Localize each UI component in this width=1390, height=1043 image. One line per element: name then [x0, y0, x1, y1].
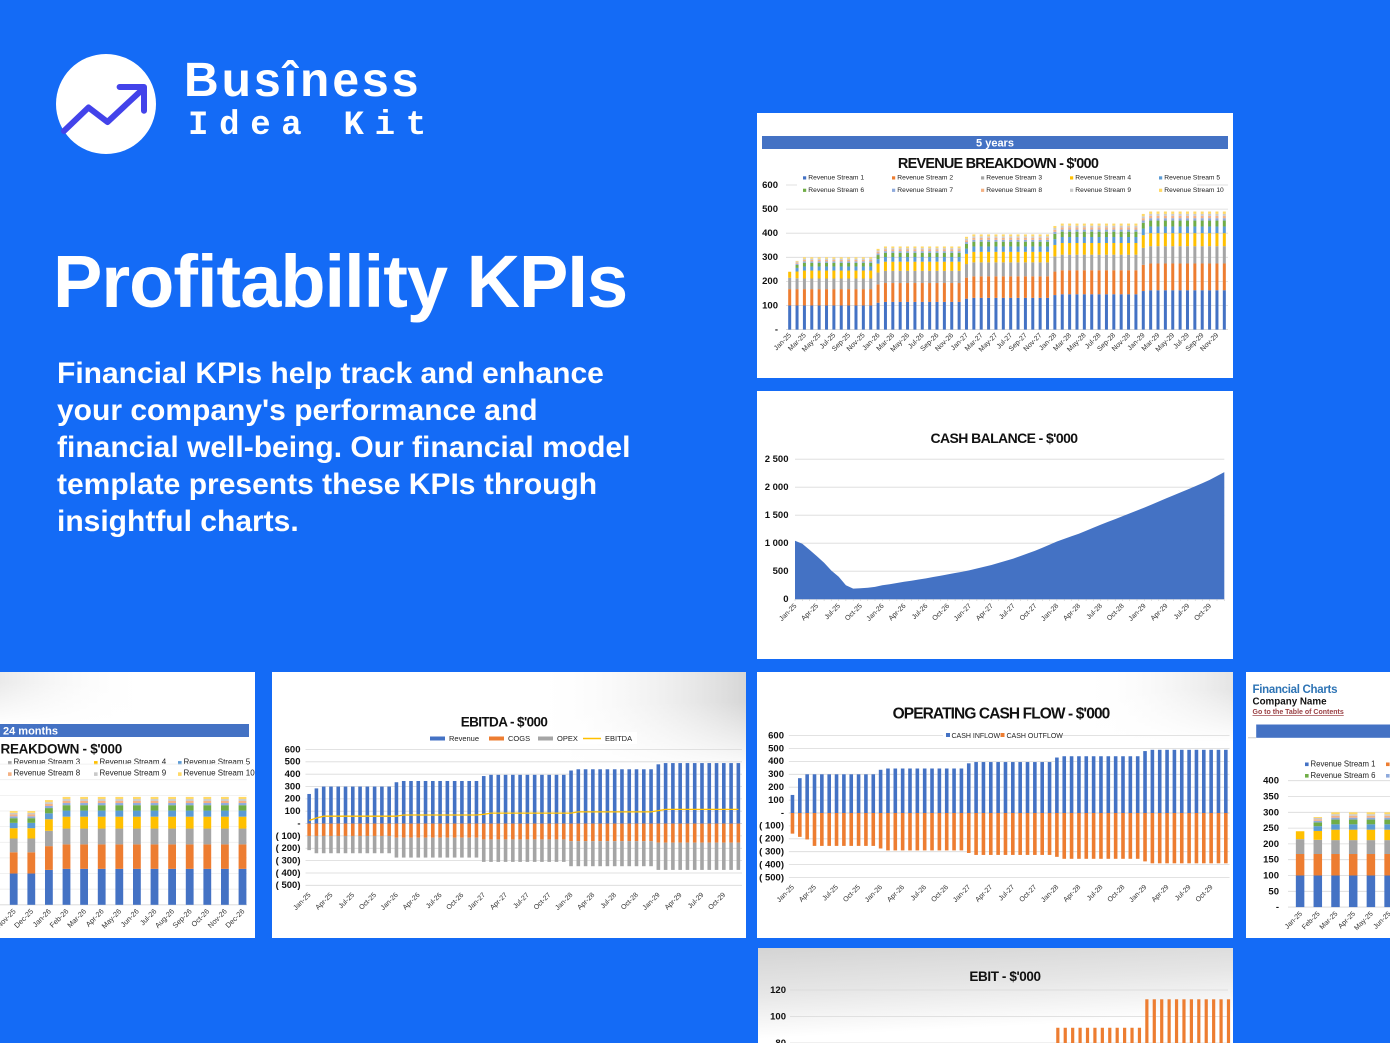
svg-text:Revenue Stream 6: Revenue Stream 6: [1311, 771, 1376, 780]
svg-text:200: 200: [768, 782, 784, 793]
svg-text:350: 350: [1263, 792, 1279, 803]
svg-text:Revenue Stream 6: Revenue Stream 6: [808, 187, 864, 194]
svg-text:100: 100: [1263, 871, 1279, 882]
svg-text:500: 500: [773, 566, 789, 577]
svg-text:100: 100: [762, 300, 778, 311]
svg-text:CASH OUTFLOW: CASH OUTFLOW: [1007, 733, 1064, 740]
svg-text:100: 100: [768, 795, 784, 806]
svg-text:300: 300: [285, 781, 301, 792]
svg-text:( 200): ( 200): [276, 843, 301, 854]
svg-text:300: 300: [768, 769, 784, 780]
svg-text:600: 600: [768, 730, 784, 741]
svg-text:REAKDOWN - $'000: REAKDOWN - $'000: [1, 742, 122, 757]
svg-text:( 100): ( 100): [759, 821, 784, 832]
svg-text:Revenue Stream 5: Revenue Stream 5: [184, 758, 251, 767]
svg-text:400: 400: [768, 756, 784, 767]
svg-text:OPERATING CASH FLOW - $'000: OPERATING CASH FLOW - $'000: [893, 706, 1110, 723]
svg-text:80: 80: [775, 1038, 786, 1043]
svg-text:2 000: 2 000: [765, 482, 789, 493]
svg-text:Revenue Stream 8: Revenue Stream 8: [986, 187, 1042, 194]
svg-text:0: 0: [783, 594, 788, 605]
svg-text:Go to the Table of Contents: Go to the Table of Contents: [1253, 709, 1344, 716]
svg-text:( 300): ( 300): [759, 847, 784, 858]
svg-text:Revenue Stream 10: Revenue Stream 10: [1164, 187, 1224, 194]
svg-text:-: -: [775, 324, 778, 335]
svg-text:100: 100: [285, 806, 301, 817]
svg-text:400: 400: [285, 769, 301, 780]
svg-text:500: 500: [762, 204, 778, 215]
svg-text:-: -: [781, 808, 784, 819]
svg-text:Revenue Stream 7: Revenue Stream 7: [897, 187, 953, 194]
svg-text:Revenue Stream 4: Revenue Stream 4: [100, 758, 167, 767]
svg-text:( 400): ( 400): [759, 859, 784, 870]
svg-text:400: 400: [762, 228, 778, 239]
svg-text:REVENUE BREAKDOWN - $'000: REVENUE BREAKDOWN - $'000: [898, 156, 1099, 172]
svg-text:( 500): ( 500): [276, 880, 301, 891]
svg-text:( 500): ( 500): [759, 872, 784, 883]
svg-text:1 500: 1 500: [765, 510, 789, 521]
svg-text:CASH INFLOW: CASH INFLOW: [952, 733, 1001, 740]
svg-text:400: 400: [1263, 776, 1279, 787]
svg-text:Revenue Stream 2: Revenue Stream 2: [897, 175, 953, 182]
svg-text:Revenue Stream 1: Revenue Stream 1: [1311, 759, 1376, 768]
svg-text:1 000: 1 000: [765, 538, 789, 549]
svg-text:Financial Charts: Financial Charts: [1253, 684, 1338, 696]
svg-text:Revenue: Revenue: [449, 734, 479, 743]
svg-text:Revenue Stream 8: Revenue Stream 8: [14, 769, 81, 778]
svg-text:Revenue Stream 3: Revenue Stream 3: [14, 758, 81, 767]
svg-text:24 months: 24 months: [3, 726, 58, 738]
svg-text:500: 500: [285, 757, 301, 768]
svg-text:250: 250: [1263, 823, 1279, 834]
svg-text:( 400): ( 400): [276, 868, 301, 879]
svg-text:300: 300: [762, 252, 778, 263]
svg-text:( 300): ( 300): [276, 855, 301, 866]
svg-text:600: 600: [285, 744, 301, 755]
svg-text:Revenue Stream 10: Revenue Stream 10: [184, 769, 256, 778]
svg-text:Revenue Stream 4: Revenue Stream 4: [1075, 175, 1131, 182]
svg-text:Revenue Stream 5: Revenue Stream 5: [1164, 175, 1220, 182]
svg-text:500: 500: [768, 743, 784, 754]
svg-text:EBITDA: EBITDA: [605, 734, 632, 743]
svg-text:200: 200: [285, 794, 301, 805]
svg-text:300: 300: [1263, 807, 1279, 818]
svg-text:Revenue Stream 3: Revenue Stream 3: [986, 175, 1042, 182]
svg-text:120: 120: [770, 985, 786, 996]
svg-text:100: 100: [770, 1012, 786, 1023]
svg-text:COGS: COGS: [508, 734, 530, 743]
svg-text:5 years: 5 years: [976, 138, 1014, 150]
svg-text:Revenue Stream 9: Revenue Stream 9: [100, 769, 167, 778]
svg-text:Revenue Stream 9: Revenue Stream 9: [1075, 187, 1131, 194]
svg-text:50: 50: [1268, 886, 1279, 897]
svg-text:-: -: [1276, 902, 1279, 913]
svg-text:Revenue Stream 1: Revenue Stream 1: [808, 175, 864, 182]
svg-text:200: 200: [762, 276, 778, 287]
svg-text:CASH BALANCE - $'000: CASH BALANCE - $'000: [931, 430, 1079, 446]
svg-text:600: 600: [762, 180, 778, 191]
svg-text:EBIT - $'000: EBIT - $'000: [969, 969, 1040, 984]
svg-text:Company Name: Company Name: [1253, 697, 1328, 708]
svg-text:( 100): ( 100): [276, 831, 301, 842]
svg-text:( 200): ( 200): [759, 834, 784, 845]
svg-text:2 500: 2 500: [765, 454, 789, 465]
svg-text:200: 200: [1263, 839, 1279, 850]
svg-text:-: -: [297, 818, 300, 829]
svg-text:150: 150: [1263, 855, 1279, 866]
svg-text:OPEX: OPEX: [557, 734, 578, 743]
svg-text:EBITDA - $'000: EBITDA - $'000: [461, 715, 548, 730]
